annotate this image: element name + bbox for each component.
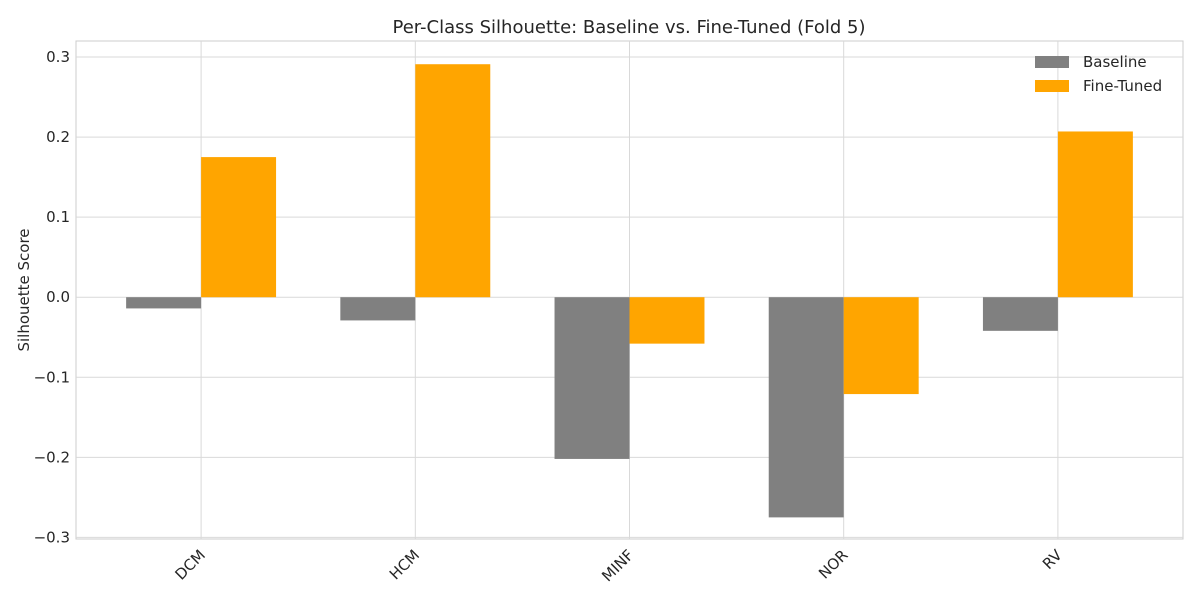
bar-fine-tuned-dcm <box>201 157 277 298</box>
y-tick-label: 0.0 <box>46 288 70 306</box>
bars <box>126 64 1133 518</box>
x-axis-ticks: DCM HCM MINF NOR RV <box>171 546 1066 586</box>
bar-fine-tuned-rv <box>1057 131 1133 298</box>
y-tick-label: 0.3 <box>46 48 70 66</box>
bar-fine-tuned-minf <box>629 297 705 344</box>
y-axis-title: Silhouette Score <box>15 228 33 351</box>
y-axis-ticks: 0.3 0.2 0.1 0.0 −0.1 −0.2 −0.3 <box>34 48 70 546</box>
bar-fine-tuned-nor <box>843 297 919 395</box>
bar-baseline-rv <box>982 297 1058 331</box>
x-tick-label: RV <box>1039 546 1066 573</box>
bar-baseline-nor <box>768 297 844 518</box>
chart-title: Per-Class Silhouette: Baseline vs. Fine-… <box>393 17 866 38</box>
legend-label: Fine-Tuned <box>1083 77 1162 95</box>
bar-baseline-dcm <box>126 297 202 309</box>
legend: Baseline Fine-Tuned <box>1035 53 1162 95</box>
legend-swatch <box>1035 56 1069 68</box>
x-tick-label: NOR <box>815 546 851 582</box>
x-tick-label: DCM <box>171 546 208 583</box>
y-tick-label: 0.1 <box>46 208 70 226</box>
y-tick-label: −0.2 <box>34 448 70 466</box>
bar-baseline-minf <box>554 297 630 459</box>
bar-fine-tuned-hcm <box>415 64 491 298</box>
y-tick-label: −0.1 <box>34 368 70 386</box>
legend-label: Baseline <box>1083 53 1147 71</box>
bar-baseline-hcm <box>340 297 416 321</box>
y-tick-label: 0.2 <box>46 128 70 146</box>
x-tick-label: HCM <box>386 546 423 583</box>
y-tick-label: −0.3 <box>34 528 70 546</box>
legend-swatch <box>1035 80 1069 92</box>
x-tick-label: MINF <box>598 546 637 585</box>
